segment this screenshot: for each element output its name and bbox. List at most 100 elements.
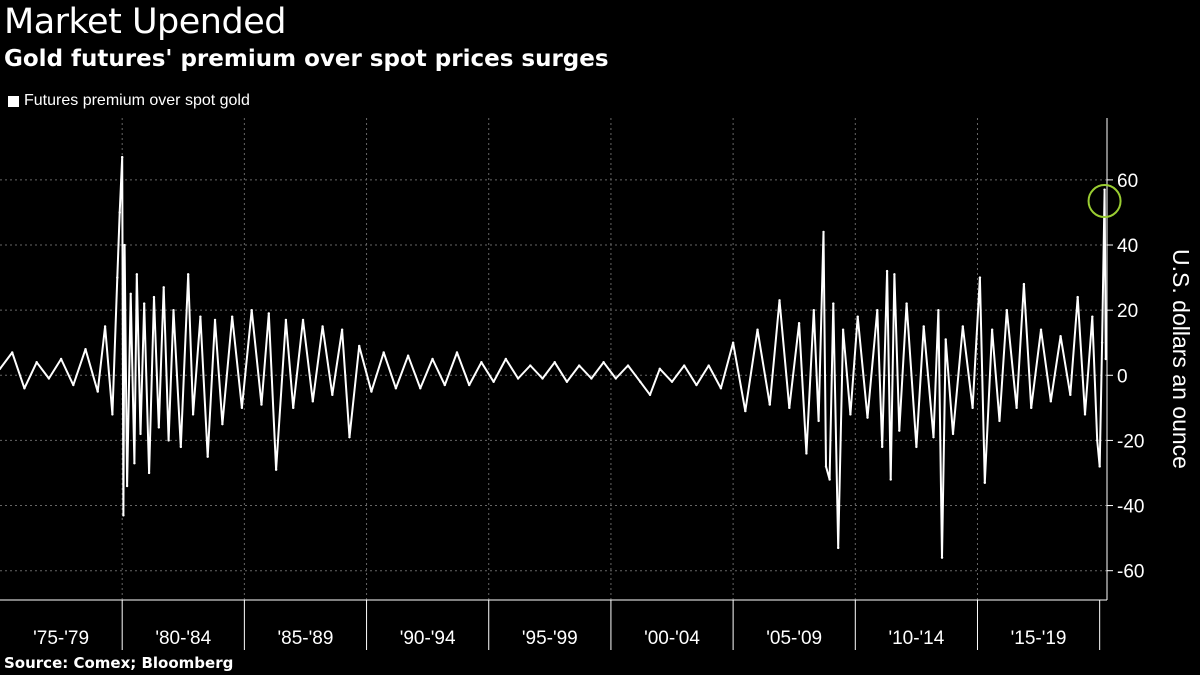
y-tick-label: 20 — [1117, 301, 1138, 322]
data-point — [1100, 341, 1104, 344]
legend-label: Futures premium over spot gold — [24, 92, 250, 109]
data-point — [832, 302, 835, 305]
source-note: Source: Comex; Bloomberg — [4, 654, 234, 672]
data-point — [431, 357, 434, 361]
data-point — [1015, 406, 1018, 410]
data-point — [744, 409, 747, 413]
data-point — [348, 435, 351, 439]
data-point — [876, 308, 879, 312]
data-point — [129, 292, 132, 296]
data-point — [932, 435, 935, 439]
data-point — [123, 243, 126, 247]
data-point — [944, 338, 947, 341]
x-category-label: '80-'84 — [155, 628, 211, 649]
data-point — [331, 393, 334, 397]
data-point — [516, 377, 520, 380]
data-point — [206, 455, 209, 458]
data-point — [940, 556, 944, 559]
data-point — [577, 364, 581, 367]
data-point — [1083, 413, 1087, 416]
highlight-circle — [1087, 184, 1122, 219]
data-point — [822, 230, 825, 234]
data-point — [199, 315, 202, 318]
data-point — [504, 357, 508, 361]
data-point — [778, 299, 781, 302]
x-category-label: '00-'04 — [644, 628, 700, 649]
data-point — [455, 351, 459, 354]
x-category-label: '05-'09 — [766, 628, 822, 649]
data-point — [142, 302, 146, 305]
data-point — [340, 328, 344, 331]
data-point — [1076, 295, 1079, 299]
data-point — [382, 351, 385, 354]
y-tick-label: -40 — [1117, 497, 1144, 518]
data-point — [221, 422, 224, 426]
data-point — [162, 286, 165, 289]
data-point — [116, 276, 119, 279]
data-point — [898, 429, 901, 432]
data-point — [824, 465, 828, 468]
data-point — [1030, 406, 1033, 410]
data-point — [905, 302, 908, 305]
data-point — [443, 383, 446, 387]
data-point — [240, 406, 244, 410]
legend-swatch — [8, 95, 19, 107]
data-point — [1059, 335, 1062, 338]
data-point — [111, 413, 114, 416]
data-point — [670, 380, 674, 383]
data-point — [719, 387, 723, 390]
data-point — [768, 403, 771, 406]
data-point — [186, 273, 190, 276]
data-point — [1096, 439, 1099, 442]
x-category-label: '10-'14 — [888, 628, 944, 649]
x-category-label: '85-'89 — [278, 628, 334, 649]
data-point — [292, 406, 295, 410]
data-point — [11, 351, 14, 354]
x-category-label: '95-'99 — [522, 628, 578, 649]
data-point — [480, 361, 483, 364]
data-point — [167, 439, 170, 442]
data-point — [889, 478, 892, 481]
data-point — [602, 361, 605, 364]
series-line — [0, 156, 1107, 559]
data-point — [707, 364, 710, 367]
y-axis-title: U.S. dollars an ounce — [1168, 249, 1194, 469]
data-point — [274, 468, 278, 471]
data-point — [118, 211, 121, 214]
data-point — [565, 380, 569, 383]
data-point — [311, 400, 314, 403]
data-point — [990, 328, 994, 331]
y-tick-label: 60 — [1117, 171, 1138, 192]
x-category-label: '90-'94 — [400, 628, 456, 649]
y-tick-label: -60 — [1117, 562, 1144, 583]
data-point — [23, 387, 26, 390]
data-point — [731, 341, 735, 344]
data-point — [915, 445, 918, 449]
data-point — [998, 419, 1001, 423]
data-point — [529, 364, 532, 367]
data-point — [797, 321, 801, 325]
data-point — [695, 383, 698, 387]
data-point — [648, 393, 652, 397]
data-point — [120, 155, 124, 159]
data-point — [321, 325, 324, 328]
data-point — [172, 308, 175, 312]
data-point — [492, 380, 495, 383]
data-point — [47, 377, 51, 380]
y-tick-label: 40 — [1117, 236, 1138, 257]
data-point — [788, 406, 791, 410]
data-point — [1039, 328, 1043, 331]
data-point — [828, 478, 831, 481]
data-point — [553, 361, 556, 364]
data-point — [639, 380, 642, 383]
data-point — [880, 445, 884, 449]
data-point — [358, 344, 361, 348]
data-point — [370, 390, 373, 393]
data-point — [133, 462, 136, 465]
data-point — [1103, 188, 1106, 191]
data-point — [301, 318, 305, 322]
y-tick-label: 0 — [1117, 366, 1128, 387]
data-point — [84, 348, 87, 351]
data-point — [541, 377, 544, 380]
